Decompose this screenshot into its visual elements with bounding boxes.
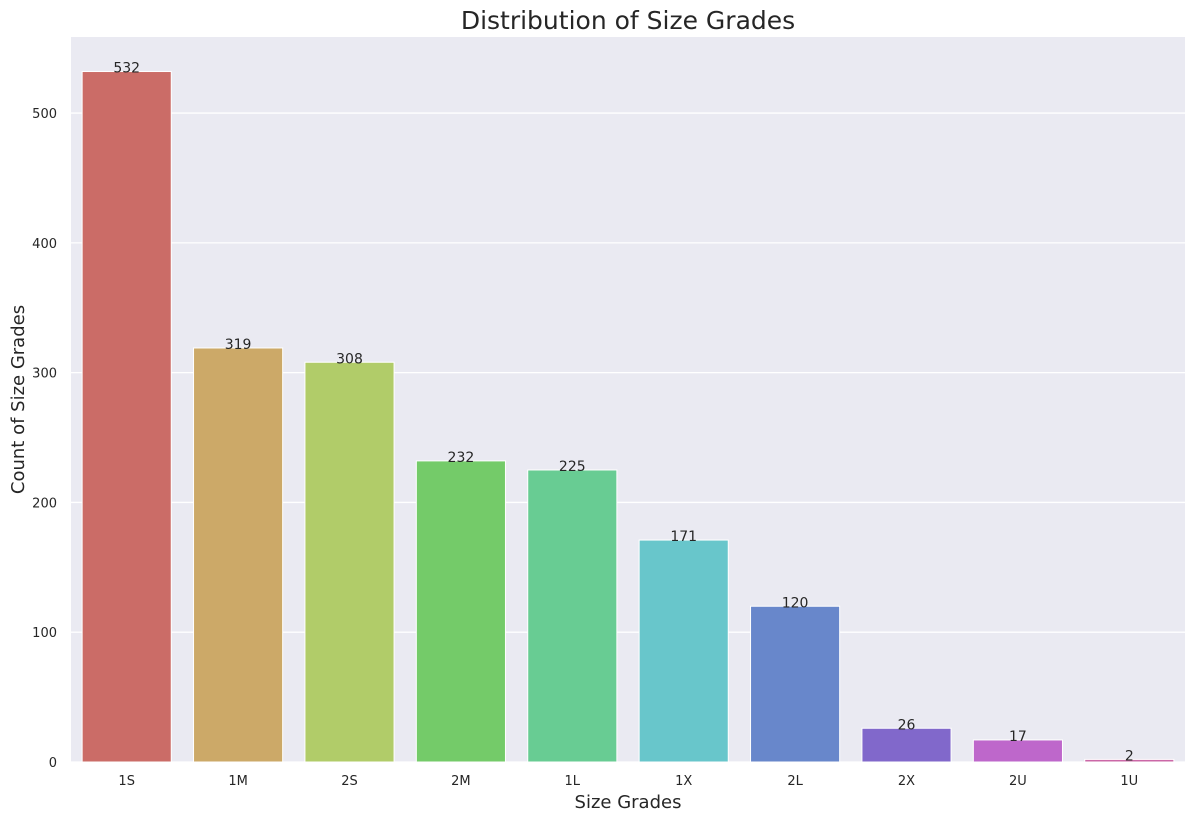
y-tick-label: 100 — [32, 626, 57, 641]
bar-2L — [750, 605, 841, 763]
bar-1X — [638, 539, 729, 763]
x-tick-label: 2X — [898, 774, 915, 789]
x-tick-label: 1X — [675, 774, 692, 789]
bar-value-label: 26 — [898, 717, 916, 733]
chart-title: Distribution of Size Grades — [461, 6, 795, 35]
bar-value-label: 17 — [1009, 729, 1027, 745]
bar-value-label: 308 — [336, 351, 363, 367]
bar-value-label: 225 — [559, 459, 586, 475]
bar-1M — [193, 347, 284, 763]
x-axis-label: Size Grades — [575, 792, 682, 813]
y-tick-label: 200 — [32, 496, 57, 511]
x-tick-label: 1S — [118, 774, 135, 789]
bar-2X — [861, 727, 952, 763]
bar-1L — [527, 469, 618, 763]
bar-2M — [415, 460, 506, 763]
y-axis-ticks: 0 100 200 300 400 500 — [32, 107, 57, 771]
bar-value-labels: 532 319 308 232 225 171 120 26 17 2 — [113, 61, 1133, 765]
y-tick-label: 0 — [49, 756, 57, 771]
bar-2U — [972, 739, 1063, 763]
x-tick-label: 2L — [787, 774, 803, 789]
y-tick-label: 500 — [32, 107, 57, 122]
bar-value-label: 120 — [782, 595, 809, 611]
x-axis-ticks: 1S 1M 2S 2M 1L 1X 2L 2X 2U 1U — [118, 774, 1138, 789]
bar-1S — [81, 71, 172, 763]
bar-value-label: 232 — [448, 450, 475, 466]
y-tick-label: 300 — [32, 367, 57, 382]
bar-1U — [1084, 758, 1175, 763]
x-tick-label: 2M — [451, 774, 471, 789]
y-axis-label: Count of Size Grades — [8, 305, 29, 494]
x-tick-label: 2S — [341, 774, 358, 789]
bar-2S — [304, 361, 395, 763]
x-tick-label: 1U — [1120, 774, 1138, 789]
x-tick-label: 1M — [228, 774, 248, 789]
y-tick-label: 400 — [32, 237, 57, 252]
x-tick-label: 1L — [565, 774, 581, 789]
x-tick-label: 2U — [1009, 774, 1027, 789]
bar-value-label: 2 — [1125, 748, 1134, 764]
bar-value-label: 319 — [225, 337, 252, 353]
bar-value-label: 532 — [113, 61, 140, 77]
bars — [81, 71, 1175, 763]
bar-value-label: 171 — [670, 529, 697, 545]
